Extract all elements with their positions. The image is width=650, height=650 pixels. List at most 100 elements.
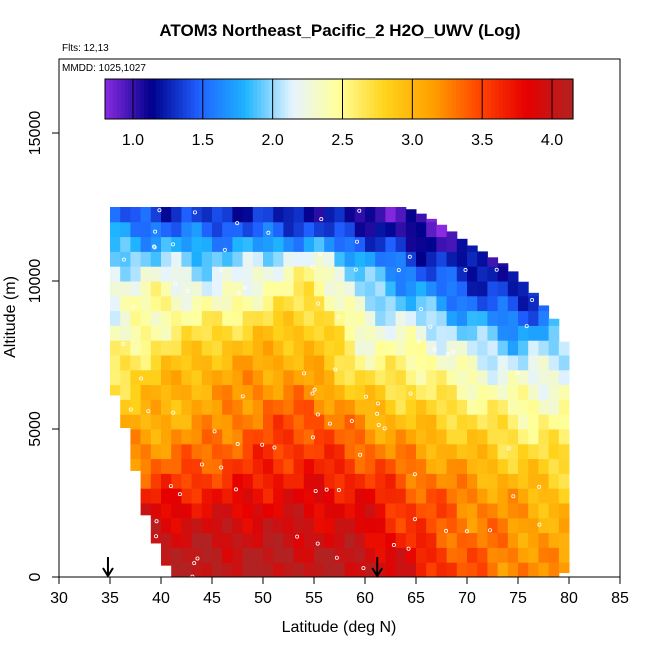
profile-cell: [232, 429, 244, 445]
profile-cell: [150, 236, 162, 252]
sample-marker: [131, 305, 136, 310]
profile-cell: [140, 429, 152, 445]
profile-cell: [140, 251, 152, 267]
profile-cell: [518, 281, 529, 297]
profile-cell: [201, 473, 213, 489]
profile-cell: [273, 221, 284, 238]
sample-marker: [511, 494, 516, 499]
profile-cell: [467, 517, 478, 534]
colorbar-segment: [198, 79, 204, 119]
colorbar-segment: [471, 79, 477, 119]
colorbar-segment: [335, 79, 340, 119]
profile-cell: [405, 517, 417, 534]
colorbar-segment: [506, 79, 512, 119]
colorbar-segment: [175, 79, 180, 119]
profile-cell: [416, 503, 427, 519]
sample-marker: [235, 442, 240, 447]
colorbar-segment: [569, 79, 574, 119]
sample-marker: [212, 429, 217, 434]
profile-cell: [344, 384, 356, 400]
sample-marker: [376, 422, 381, 427]
profile-cell: [171, 429, 182, 445]
profile-cell: [385, 488, 397, 504]
profile-cell: [477, 384, 488, 400]
profile-cell: [538, 488, 550, 504]
profile-cell: [130, 221, 142, 238]
profile-cell: [385, 532, 397, 548]
profile-cell: [405, 355, 417, 371]
profile-cell: [293, 281, 305, 297]
profile-cell: [354, 340, 366, 356]
profile-cell: [150, 325, 162, 341]
profile-cell: [314, 562, 325, 578]
profile-cell: [416, 340, 427, 356]
profile-cell: [252, 221, 264, 238]
profile-cell: [140, 325, 152, 341]
profile-cell: [548, 443, 560, 460]
profile-cell: [161, 458, 172, 474]
profile-cell: [273, 310, 284, 326]
profile-cell: [365, 207, 376, 223]
sample-marker: [242, 285, 247, 290]
profile-cell: [273, 458, 284, 474]
y-tick-label: 5000: [27, 411, 44, 447]
profile-cell: [283, 429, 295, 445]
profile-cell: [487, 340, 499, 356]
profile-cell: [436, 458, 448, 474]
profile-cell: [395, 399, 407, 415]
profile-cell: [212, 369, 223, 386]
colorbar-segment: [491, 79, 496, 119]
profile-cell: [405, 473, 417, 489]
sample-marker: [396, 268, 401, 273]
profile-cell: [446, 473, 458, 489]
x-tick-label: 40: [152, 590, 170, 607]
axes: 30 35 40 45 50 55 60 65 70 75 80 85 0 5000 10000 15000: [27, 111, 629, 607]
profile-cell: [283, 562, 295, 578]
profile-cell: [528, 532, 539, 548]
profile-cell: [507, 399, 519, 415]
profile-cell: [456, 340, 468, 356]
profile-cell: [354, 221, 366, 238]
profile-cell: [171, 532, 182, 548]
profile-cell: [293, 384, 305, 400]
profile-cell: [242, 414, 254, 430]
profile-cell: [181, 503, 193, 519]
colorbar-segment: [229, 79, 235, 119]
profile-cell: [181, 473, 193, 489]
profile-cell: [191, 340, 203, 356]
profile-cell: [181, 295, 193, 312]
profile-cell: [181, 547, 193, 563]
profile-cell: [130, 443, 142, 460]
x-tick-label: 50: [254, 590, 272, 607]
profile-cell: [334, 399, 346, 415]
profile-cell: [191, 503, 203, 519]
profile-cell: [181, 251, 193, 267]
profile-cell: [242, 236, 254, 252]
profile-cell: [507, 310, 519, 326]
profile-cell: [120, 221, 131, 238]
profile-cell: [171, 281, 182, 297]
profile-cell: [477, 429, 488, 445]
profile-cell: [181, 562, 193, 578]
sample-marker: [451, 350, 456, 355]
profile-cell: [232, 251, 244, 267]
colorbar-segment: [339, 79, 344, 119]
colorbar-segment: [541, 79, 547, 119]
profile-cell: [365, 399, 376, 415]
profile-cell: [293, 429, 305, 445]
sample-marker: [357, 208, 362, 213]
colorbar-segment: [315, 79, 321, 119]
x-tick-label: 55: [305, 590, 323, 607]
profile-cell: [191, 369, 203, 386]
profile-cell: [344, 266, 356, 282]
profile-cell: [456, 547, 468, 563]
profile-cell: [538, 532, 550, 548]
profile-cell: [130, 251, 142, 267]
profile-cell: [222, 369, 233, 386]
profile-cell: [344, 325, 356, 341]
profile-cell: [558, 488, 570, 504]
profile-cell: [375, 295, 386, 312]
profile-cell: [467, 310, 478, 326]
profile-cell: [456, 310, 468, 326]
profile-cell: [518, 562, 529, 578]
